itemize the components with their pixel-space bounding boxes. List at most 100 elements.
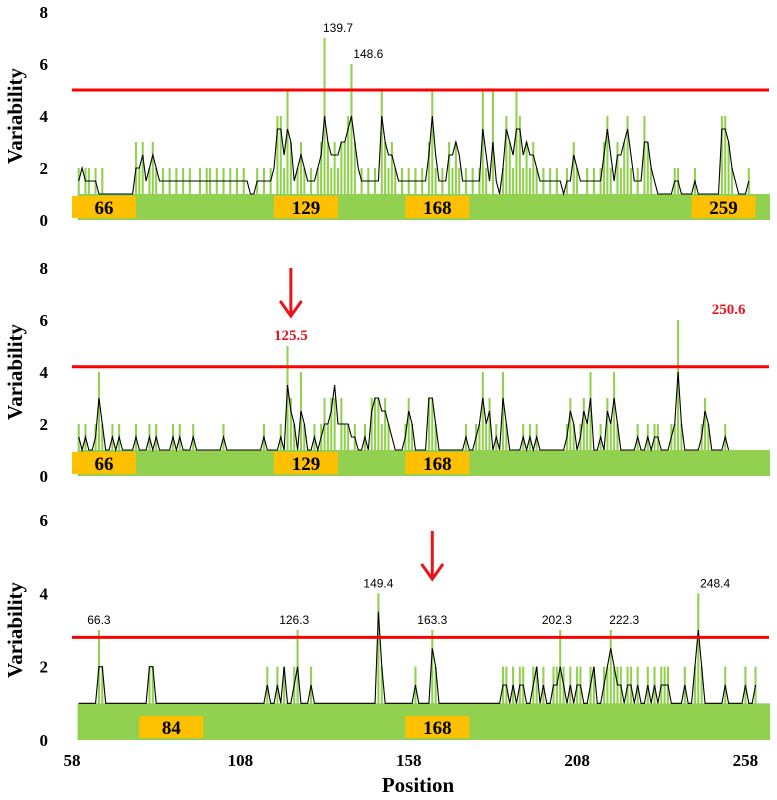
variability-bar [724,116,727,220]
variability-bar [141,142,144,220]
x-tick-label: 258 [733,751,759,770]
variability-bar [431,90,434,220]
variability-bar [582,398,585,476]
x-axis-title: Position [382,773,455,797]
y-tick-label: 2 [40,415,49,434]
y-tick-label: 8 [40,259,49,278]
variability-bar [572,142,575,220]
variability-bar [333,398,336,476]
peak-annotation: 66.3 [87,613,111,627]
variability-bar [323,398,326,476]
region-label: 168 [423,198,452,219]
variability-bar [377,593,380,740]
peak-annotation: 222.3 [609,613,639,627]
variability-bar [289,398,292,476]
y-tick-label: 4 [40,363,49,382]
region-box [691,196,756,218]
y-tick-label: 4 [40,107,49,126]
variability-bar [703,398,707,476]
x-axis: 58 108 158 208 258 [64,751,759,770]
variability-bar [427,142,430,220]
variability-bar [343,142,346,220]
variability-bar [532,142,535,220]
peak-annotation: 250.6 [712,302,746,318]
variability-bar [407,398,410,476]
variability-bar [431,398,434,476]
down-arrow-icon [279,268,303,319]
variability-bar [340,398,343,476]
variability-bar [330,398,333,476]
variability-bar [431,630,434,740]
variability-bar [296,630,299,740]
variability-bar [380,90,383,220]
y-axis-title: Variability [3,67,27,164]
region-box [72,452,136,474]
variability-line [78,115,750,197]
x-tick-label: 58 [64,751,81,770]
variability-bar [518,116,521,220]
x-tick-label: 208 [564,751,590,770]
variability-bar [697,593,700,740]
variability-bar [623,142,626,220]
variability-bar [333,142,336,220]
y-tick-label: 2 [40,159,49,178]
variability-bar [326,142,329,220]
variability-bar [613,372,616,476]
variability-bar [390,142,393,220]
variability-bar [626,116,629,220]
variability-bar [374,398,377,476]
peak-annotation: 148.6 [353,47,383,61]
variability-bar [384,142,387,220]
x-tick-label: 158 [396,751,422,770]
variability-bar [646,142,649,220]
variability-bar [299,142,303,220]
variability-bar [569,398,572,476]
region-label: 66 [94,198,113,219]
peak-annotation: 248.4 [700,576,730,590]
variability-bar [151,142,154,220]
panel-3: 84 168 0 2 4 6 Variability 66.3 126.3 149.4 163.3 2… [3,511,771,750]
peak-annotation: 163.3 [417,613,447,627]
variability-bar [488,398,491,476]
variability-bar [606,116,609,220]
region-box [405,196,470,218]
variability-bar [299,372,303,476]
variability-bar [454,142,457,220]
variability-bar [279,116,282,220]
variability-bar [515,90,518,220]
peak-annotation: 149.4 [363,576,393,590]
x-tick-label: 108 [228,751,254,770]
variability-bar [427,398,430,476]
variability-bar [97,630,100,740]
region-box [274,452,339,474]
y-axis-title: Variability [3,323,27,420]
variability-bar [276,116,279,220]
variability-bar [481,90,484,220]
variability-bar [616,142,619,220]
y-tick-label: 4 [40,584,49,603]
variability-line [78,611,757,704]
variability-bar [643,116,646,220]
region-label: 129 [292,454,321,475]
region-label: 168 [423,454,452,475]
variability-bar [286,90,289,220]
variability-bar [377,398,380,476]
variability-bar [505,116,508,220]
peak-annotation: 126.3 [279,613,309,627]
region-label: 66 [94,454,113,475]
variability-bar [559,630,562,740]
y-tick-label: 8 [40,3,49,22]
peak-annotation: 139.7 [323,21,353,35]
region-label: 168 [423,718,452,739]
variability-bar [677,320,680,476]
panel-2: 66 129 168 0 2 4 6 8 Variability 125.5 250.6 [3,259,771,486]
region-box [139,716,204,738]
variability-bar [727,142,730,220]
variability-bar [609,630,612,740]
variability-bar [323,38,326,220]
y-tick-label: 0 [40,467,49,486]
variability-bar [340,142,343,220]
region-box [274,196,339,218]
